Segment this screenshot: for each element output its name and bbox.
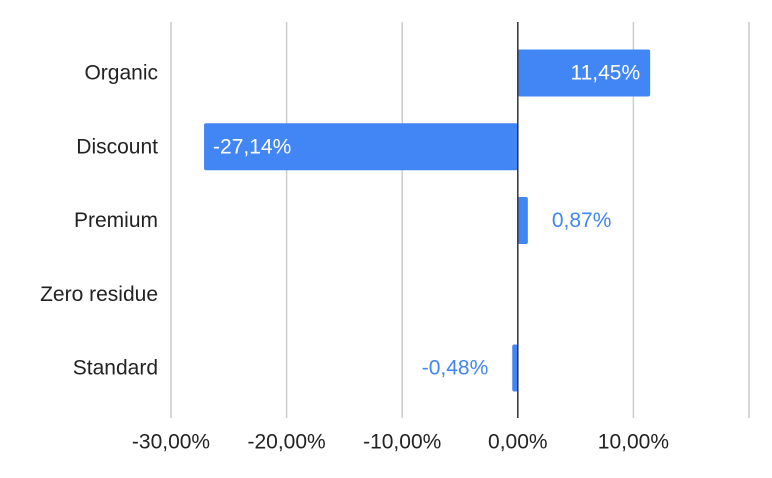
category-label-discount: Discount <box>76 135 158 158</box>
bar-organic <box>517 49 651 97</box>
category-label-zero-residue: Zero residue <box>40 283 158 306</box>
category-label-premium: Premium <box>74 209 158 232</box>
bar-discount <box>204 123 518 171</box>
category-label-standard: Standard <box>73 357 158 380</box>
bars <box>204 49 651 392</box>
bar-premium <box>517 197 528 244</box>
x-tick-label-0: -30,00% <box>132 431 210 454</box>
category-labels: Organic Discount Premium Zero residue Standa… <box>40 62 158 380</box>
bar-standard <box>512 344 518 392</box>
x-tick-label-2: -10,00% <box>363 431 441 454</box>
x-axis-tick-labels: -30,00% -20,00% -10,00% 0,00% 10,00% <box>132 431 669 454</box>
data-label-premium: 0,87% <box>552 209 612 232</box>
data-label-organic: 11,45% <box>570 62 640 85</box>
data-label-standard: -0,48% <box>422 357 489 380</box>
category-label-organic: Organic <box>84 62 158 85</box>
data-label-discount: -27,14% <box>213 135 291 158</box>
x-tick-label-3: 0,00% <box>488 431 548 454</box>
data-labels: 11,45% -27,14% 0,87% -0,48% <box>213 62 640 380</box>
x-tick-label-1: -20,00% <box>247 431 325 454</box>
x-tick-label-4: 10,00% <box>598 431 669 454</box>
